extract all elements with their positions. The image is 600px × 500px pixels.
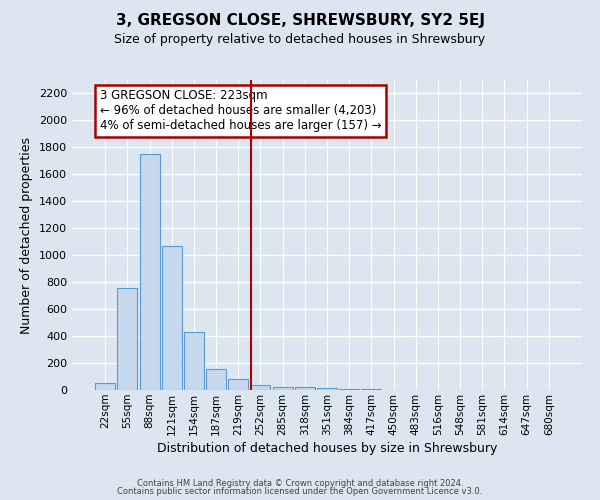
Text: 3 GREGSON CLOSE: 223sqm
← 96% of detached houses are smaller (4,203)
4% of semi-: 3 GREGSON CLOSE: 223sqm ← 96% of detache…: [100, 90, 382, 132]
Bar: [140, 154, 160, 390]
X-axis label: Distribution of detached houses by size in Shrewsbury: Distribution of detached houses by size …: [157, 442, 497, 455]
Bar: [361, 388, 382, 390]
Text: Size of property relative to detached houses in Shrewsbury: Size of property relative to detached ho…: [115, 32, 485, 46]
Bar: [295, 388, 315, 390]
Bar: [184, 332, 204, 390]
Bar: [95, 384, 115, 390]
Bar: [317, 388, 337, 390]
Bar: [206, 369, 226, 390]
Bar: [162, 246, 182, 390]
Y-axis label: Number of detached properties: Number of detached properties: [20, 136, 34, 334]
Text: 3, GREGSON CLOSE, SHREWSBURY, SY2 5EJ: 3, GREGSON CLOSE, SHREWSBURY, SY2 5EJ: [115, 12, 485, 28]
Bar: [118, 288, 137, 390]
Bar: [272, 386, 293, 390]
Text: Contains HM Land Registry data © Crown copyright and database right 2024.: Contains HM Land Registry data © Crown c…: [137, 478, 463, 488]
Bar: [250, 384, 271, 390]
Text: Contains public sector information licensed under the Open Government Licence v3: Contains public sector information licen…: [118, 487, 482, 496]
Bar: [228, 379, 248, 390]
Bar: [339, 388, 359, 390]
